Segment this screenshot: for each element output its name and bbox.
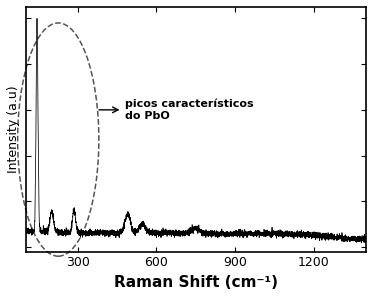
Y-axis label: Intensity (a.u): Intensity (a.u): [7, 86, 20, 173]
Text: picos característicos
do PbO: picos característicos do PbO: [125, 99, 254, 121]
X-axis label: Raman Shift (cm⁻¹): Raman Shift (cm⁻¹): [114, 275, 278, 290]
